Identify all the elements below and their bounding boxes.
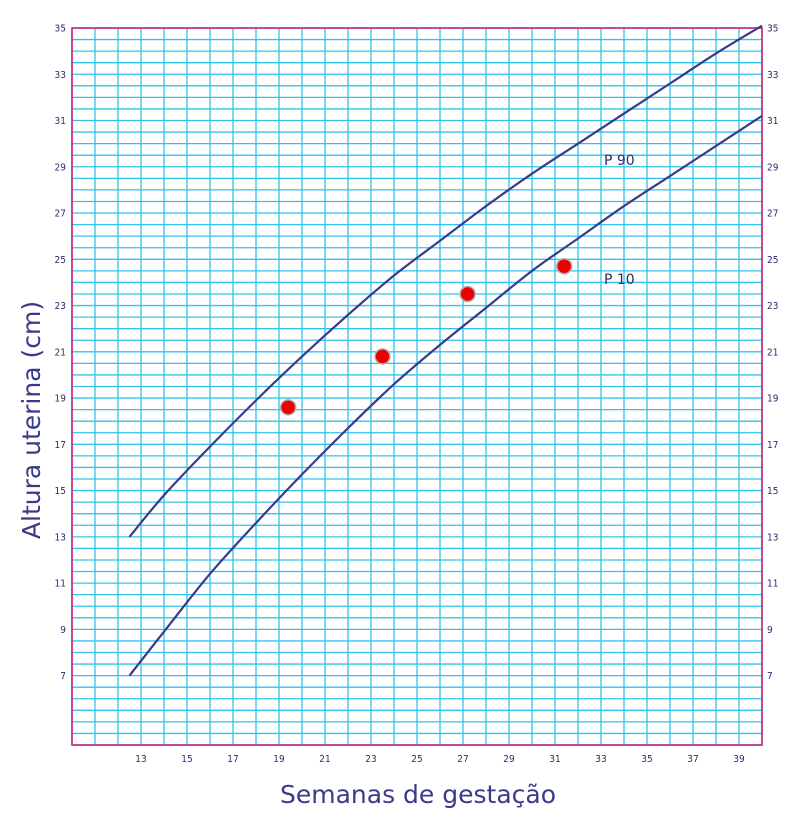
y-tick-label: 19	[767, 394, 779, 405]
x-tick-label: 33	[595, 754, 606, 765]
curve-label-p90: P 90	[604, 153, 635, 169]
y-tick-label: 21	[55, 347, 66, 358]
y-tick-label: 31	[55, 116, 66, 127]
grid	[71, 27, 763, 746]
y-axis-title: Altura uterina (cm)	[17, 301, 46, 539]
y-tick-label: 15	[55, 486, 66, 497]
data-point	[555, 257, 573, 275]
data-point	[374, 348, 391, 365]
x-tick-label: 23	[365, 754, 376, 765]
y-tick-label: 33	[767, 70, 778, 81]
y-tick-label: 31	[767, 116, 778, 127]
x-tick-labels: 13 15 17 19 21 23 25 27 29 31 33 35 37 39	[135, 754, 745, 765]
y-tick-label: 27	[55, 209, 66, 220]
y-tick-label: 17	[55, 440, 66, 451]
x-tick-label: 15	[181, 754, 192, 765]
y-tick-label: 21	[767, 347, 778, 358]
y-tick-label: 29	[55, 162, 67, 173]
y-tick-label: 35	[55, 24, 66, 35]
y-tick-label: 23	[55, 301, 66, 312]
x-tick-label: 31	[549, 754, 560, 765]
y-tick-label: 13	[55, 532, 66, 543]
chart-frame	[71, 27, 763, 746]
y-tick-label: 25	[767, 255, 778, 266]
x-axis-title: Semanas de gestação	[280, 780, 556, 809]
y-tick-label: 7	[60, 671, 66, 682]
y-tick-label: 27	[767, 209, 778, 220]
y-tick-label: 7	[767, 671, 773, 682]
x-tick-label: 27	[457, 754, 468, 765]
x-tick-label: 25	[411, 754, 422, 765]
y-tick-label: 11	[767, 579, 778, 590]
series-line-0	[128, 24, 763, 538]
curve-label-p10: P 10	[604, 272, 635, 288]
x-tick-label: 37	[687, 754, 698, 765]
y-tick-labels-left: 7 9 11 13 15 17 19 21 23 25 27 29 31 33 35	[55, 24, 67, 683]
y-tick-labels-right: 7 9 11 13 15 17 19 21 23 25 27 29 31 33 35	[767, 24, 779, 683]
y-tick-label: 9	[767, 625, 773, 636]
x-tick-label: 35	[641, 754, 652, 765]
y-tick-label: 19	[55, 394, 67, 405]
y-tick-label: 35	[767, 24, 778, 35]
plot-border	[71, 27, 763, 746]
x-tick-label: 17	[227, 754, 238, 765]
data-point	[459, 285, 476, 303]
data-point	[279, 399, 297, 416]
percentile-curves	[128, 24, 763, 677]
y-tick-label: 13	[767, 532, 778, 543]
y-tick-label: 25	[55, 255, 66, 266]
y-tick-label: 9	[60, 625, 66, 636]
x-tick-label: 39	[733, 754, 745, 765]
x-tick-label: 13	[135, 754, 146, 765]
x-tick-label: 29	[503, 754, 515, 765]
y-tick-label: 33	[55, 70, 66, 81]
x-tick-label: 19	[273, 754, 285, 765]
y-tick-label: 17	[767, 440, 778, 451]
y-tick-label: 23	[767, 301, 778, 312]
series-line-1	[128, 114, 763, 677]
x-tick-label: 21	[319, 754, 330, 765]
y-tick-label: 11	[55, 579, 66, 590]
y-tick-label: 15	[767, 486, 778, 497]
data-points	[279, 257, 573, 416]
y-tick-label: 29	[767, 162, 779, 173]
